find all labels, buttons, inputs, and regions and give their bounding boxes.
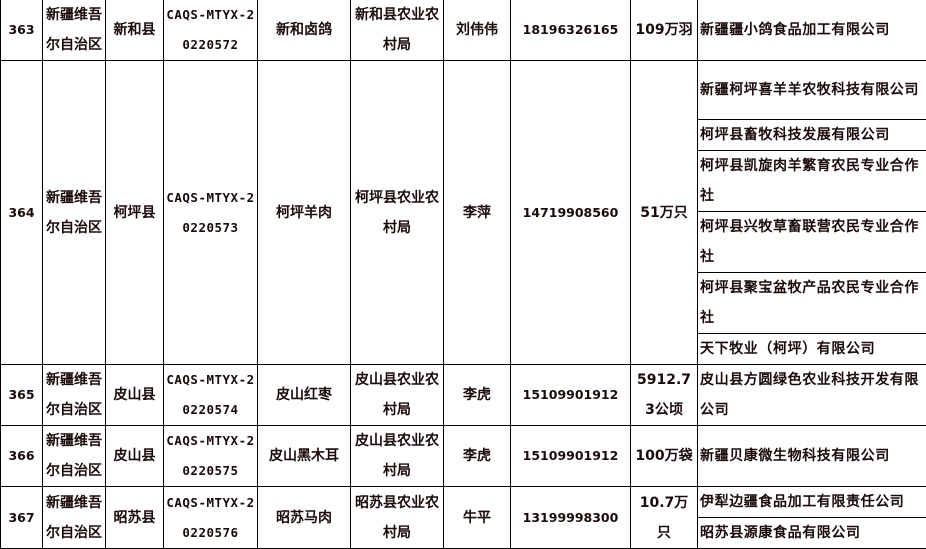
- production-scale: 51万只: [631, 61, 698, 365]
- company-cell: 昭苏县源康食品有限公司: [698, 518, 926, 549]
- company-cell: 天下牧业（柯坪）有限公司: [698, 334, 926, 365]
- contact-person: 牛平: [444, 487, 511, 549]
- region-cell: 新疆维吾尔自治区: [43, 426, 106, 487]
- contact-person: 李虎: [444, 365, 511, 426]
- region-cell: 新疆维吾尔自治区: [43, 0, 106, 61]
- company-cell: 伊犁边疆食品加工有限责任公司: [698, 487, 926, 518]
- record-number: 366: [1, 426, 43, 487]
- product-name: 皮山黑木耳: [258, 426, 351, 487]
- production-scale: 109万羽: [631, 0, 698, 61]
- company-cell: 新疆柯坪喜羊羊农牧科技有限公司: [698, 61, 926, 120]
- production-scale: 5912.73公顷: [631, 365, 698, 426]
- phone-number: 14719908560: [511, 61, 631, 365]
- production-scale: 100万袋: [631, 426, 698, 487]
- agency-cell: 昭苏县农业农村局: [351, 487, 444, 549]
- county-cell: 新和县: [106, 0, 164, 61]
- product-name: 新和卤鸽: [258, 0, 351, 61]
- county-cell: 柯坪县: [106, 61, 164, 365]
- region-cell: 新疆维吾尔自治区: [43, 61, 106, 365]
- phone-number: 15109901912: [511, 426, 631, 487]
- company-cell: 柯坪县畜牧科技发展有限公司: [698, 120, 926, 151]
- company-cell: 柯坪县兴牧草畜联营农民专业合作社: [698, 212, 926, 273]
- agency-cell: 柯坪县农业农村局: [351, 61, 444, 365]
- county-cell: 皮山县: [106, 426, 164, 487]
- product-name: 皮山红枣: [258, 365, 351, 426]
- region-cell: 新疆维吾尔自治区: [43, 365, 106, 426]
- company-cell: 柯坪县聚宝盆牧产品农民专业合作社: [698, 273, 926, 334]
- certificate-code: CAQS-MTYX-20220572: [164, 0, 258, 61]
- contact-person: 李虎: [444, 426, 511, 487]
- contact-person: 李萍: [444, 61, 511, 365]
- agency-cell: 皮山县农业农村局: [351, 365, 444, 426]
- phone-number: 13199998300: [511, 487, 631, 549]
- record-number: 365: [1, 365, 43, 426]
- certificate-code: CAQS-MTYX-20220574: [164, 365, 258, 426]
- record-number: 364: [1, 61, 43, 365]
- certificate-code: CAQS-MTYX-20220575: [164, 426, 258, 487]
- product-name: 柯坪羊肉: [258, 61, 351, 365]
- certificate-code: CAQS-MTYX-20220573: [164, 61, 258, 365]
- record-number: 367: [1, 487, 43, 549]
- agency-cell: 皮山县农业农村局: [351, 426, 444, 487]
- certificate-code: CAQS-MTYX-20220576: [164, 487, 258, 549]
- phone-number: 18196326165: [511, 0, 631, 61]
- production-scale: 10.7万只: [631, 487, 698, 549]
- county-cell: 皮山县: [106, 365, 164, 426]
- record-number: 363: [1, 0, 43, 61]
- region-cell: 新疆维吾尔自治区: [43, 487, 106, 549]
- company-cell: 新疆贝康微生物科技有限公司: [698, 426, 926, 487]
- company-cell: 新疆疆小鸽食品加工有限公司: [698, 0, 926, 61]
- product-name: 昭苏马肉: [258, 487, 351, 549]
- phone-number: 15109901912: [511, 365, 631, 426]
- county-cell: 昭苏县: [106, 487, 164, 549]
- agency-cell: 新和县农业农村局: [351, 0, 444, 61]
- contact-person: 刘伟伟: [444, 0, 511, 61]
- company-cell: 皮山县方圆绿色农业科技开发有限公司: [698, 365, 926, 426]
- company-cell: 柯坪县凯旋肉羊繁育农民专业合作社: [698, 151, 926, 212]
